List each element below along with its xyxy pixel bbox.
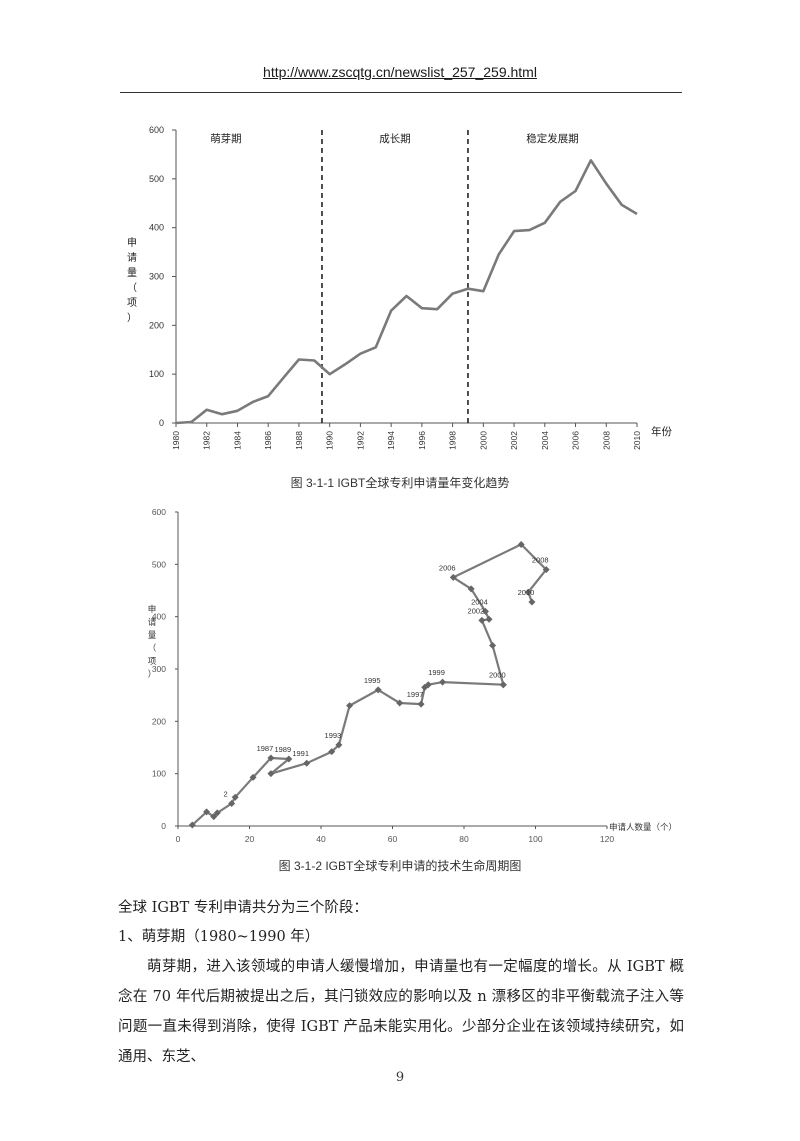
year-label: 2 (224, 789, 228, 798)
data-point (418, 701, 425, 708)
y-axis-label-char: 申 (127, 236, 137, 249)
year-label: 1989 (274, 745, 291, 754)
x-tick-label: 100 (528, 834, 542, 844)
y-axis-label-char: 请 (148, 617, 157, 627)
x-axis-label: 申请人数量（个） (609, 822, 677, 832)
x-tick-label: 60 (388, 834, 398, 844)
y-axis-label-char: 量 (148, 630, 157, 640)
y-tick-label: 200 (149, 320, 164, 330)
y-tick-label: 200 (152, 716, 166, 726)
data-point (528, 599, 535, 606)
intro-text: 全球 IGBT 专利申请共分为三个阶段： (118, 893, 684, 923)
x-axis-label: 年份 (651, 425, 672, 438)
x-tick-label: 2010 (632, 431, 642, 450)
y-tick-label: 500 (152, 559, 166, 569)
year-label: 1995 (364, 676, 381, 685)
y-tick-label: 0 (161, 821, 166, 831)
year-label: 1999 (428, 668, 445, 677)
year-label: 2008 (532, 556, 549, 565)
phase-label: 成长期 (379, 133, 411, 145)
x-tick-label: 1988 (294, 431, 304, 450)
year-label: 2006 (439, 563, 456, 572)
year-label: 1987 (257, 744, 274, 753)
x-tick-label: 2000 (478, 431, 488, 450)
x-tick-label: 80 (459, 834, 469, 844)
x-tick-label: 120 (600, 834, 614, 844)
x-tick-label: 2006 (571, 431, 581, 450)
y-tick-label: 300 (149, 272, 164, 282)
y-axis-label-char: 项 (127, 297, 137, 309)
y-tick-label: 600 (149, 125, 164, 135)
year-label: 1997 (407, 690, 424, 699)
x-tick-label: 1990 (325, 431, 335, 450)
section-heading-embryonic: 1、萌芽期（1980~1990 年） (118, 922, 684, 952)
y-axis-label-char: 项 (148, 656, 157, 666)
x-tick-label: 1994 (386, 431, 396, 450)
year-label: 1991 (292, 749, 309, 758)
x-tick-label: 2008 (601, 431, 611, 450)
figure2-caption: 图 3-1-2 IGBT全球专利申请的技术生命周期图 (0, 857, 800, 874)
x-tick-label: 2002 (509, 431, 519, 450)
x-tick-label: 2004 (540, 431, 550, 450)
data-point (500, 681, 507, 688)
y-axis-label-char: （ (127, 282, 137, 294)
year-label: 2000 (489, 671, 506, 680)
year-label: 2002 (468, 606, 485, 615)
header-url-link[interactable]: http://www.zscqtg.cn/newslist_257_259.ht… (0, 64, 800, 80)
y-tick-label: 600 (152, 507, 166, 517)
data-point (486, 616, 493, 623)
year-label: 2010 (518, 588, 535, 597)
header-divider (120, 92, 682, 93)
phase-label: 萌芽期 (210, 132, 242, 145)
y-tick-label: 500 (149, 174, 164, 184)
data-point (303, 760, 310, 767)
x-tick-label: 1984 (232, 431, 242, 450)
y-axis-label-char: 请 (127, 251, 137, 264)
x-tick-label: 20 (245, 834, 255, 844)
x-tick-label: 1986 (263, 431, 273, 450)
y-axis-label-char: ） (127, 312, 137, 324)
x-tick-label: 1998 (448, 431, 458, 450)
x-tick-label: 1980 (171, 431, 181, 450)
series-line (176, 160, 637, 423)
y-tick-label: 100 (149, 369, 164, 379)
y-tick-label: 0 (159, 418, 164, 428)
year-label: 1993 (325, 731, 342, 740)
y-axis-label-char: ） (148, 669, 157, 679)
y-axis-label-char: 量 (127, 267, 137, 279)
y-tick-label: 400 (149, 223, 164, 233)
page-number: 9 (0, 1070, 800, 1085)
x-tick-label: 40 (316, 834, 326, 844)
x-tick-label: 1992 (355, 431, 365, 450)
x-tick-label: 0 (176, 834, 181, 844)
y-tick-label: 100 (152, 769, 166, 779)
y-axis-label-char: 申 (148, 604, 157, 614)
x-tick-label: 1996 (417, 431, 427, 450)
phase-label: 稳定发展期 (526, 132, 579, 145)
lifecycle-scatter-chart: 0100200300400500600020406080100120219871… (110, 500, 700, 852)
annual-trend-line-chart: 0 100 200 300 400 500 600 1980 1982 1984 1986 1988 1… (110, 118, 700, 468)
y-axis-label-char: （ (148, 643, 157, 653)
data-point (489, 642, 496, 649)
data-point (439, 679, 446, 686)
year-label: 2004 (471, 597, 488, 606)
x-tick-label: 1982 (202, 431, 212, 450)
figure1-caption: 图 3-1-1 IGBT全球专利申请量年变化趋势 (0, 474, 800, 491)
body-paragraph: 萌芽期，进入该领域的申请人缓慢增加，申请量也有一定幅度的增长。从 IGBT 概念… (118, 952, 684, 1072)
data-point (478, 617, 485, 624)
